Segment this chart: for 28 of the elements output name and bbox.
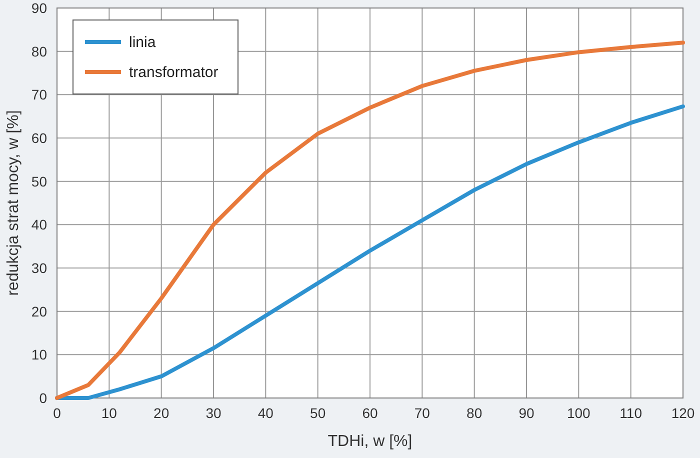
- x-tick-label: 60: [362, 405, 378, 421]
- y-tick-label: 70: [31, 86, 48, 103]
- x-tick-label: 0: [53, 405, 62, 421]
- x-tick-label: 120: [671, 405, 695, 421]
- legend-label: linia: [129, 34, 156, 51]
- x-tick-label: 70: [414, 405, 430, 421]
- x-tick-label: 30: [206, 405, 222, 421]
- x-tick-label: 100: [566, 405, 591, 421]
- y-tick-label: 90: [31, 0, 48, 16]
- y-tick-label: 30: [31, 260, 48, 276]
- legend-label: transformator: [129, 64, 218, 81]
- y-tick-label: 10: [31, 346, 48, 363]
- line-series: [55, 104, 685, 400]
- x-tick-label: 10: [101, 405, 118, 421]
- y-tick-label: 20: [31, 303, 48, 320]
- y-tick-label: 80: [31, 43, 48, 60]
- y-axis-title: redukcja strat mocy, w [%]: [5, 110, 22, 296]
- y-tick-label: 0: [39, 390, 48, 406]
- y-tick-label: 40: [31, 216, 48, 233]
- x-tick-label: 80: [466, 405, 482, 421]
- x-axis-title: TDHi, w [%]: [328, 433, 412, 450]
- y-tick-label: 50: [31, 173, 48, 190]
- x-tick-label: 90: [518, 405, 534, 421]
- x-tick-label: 110: [620, 405, 642, 421]
- x-tick-label: 40: [258, 405, 274, 421]
- x-tick-label: 50: [310, 405, 326, 421]
- y-tick-label: 60: [31, 130, 48, 146]
- x-tick-label: 20: [154, 405, 170, 421]
